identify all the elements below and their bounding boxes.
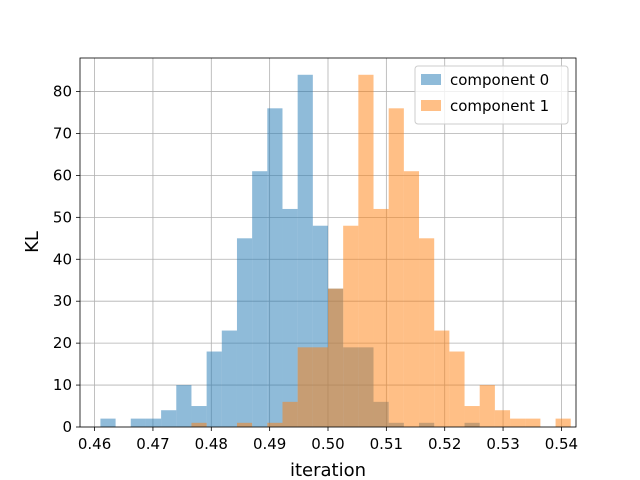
y-tick-label: 40 [53,250,72,268]
bar [464,406,480,427]
bar [161,410,177,427]
x-tick-label: 0.50 [311,435,344,453]
bar [267,422,283,427]
bar [358,74,374,427]
x-tick-label: 0.46 [78,435,111,453]
y-tick-label: 10 [53,376,72,394]
bar [297,74,313,427]
legend-swatch [421,100,441,111]
bar [479,385,495,427]
bar [312,347,328,427]
bar [419,238,435,427]
x-tick-label: 0.51 [370,435,403,453]
bar [388,108,404,428]
x-tick-label: 0.54 [545,435,578,453]
bar [449,351,465,427]
x-tick-label: 0.47 [136,435,169,453]
bar [100,418,116,427]
bar [267,108,283,428]
legend-box [414,65,569,125]
bar [373,208,389,427]
legend-label: component 1 [450,97,549,115]
y-tick-label: 0 [62,418,72,436]
y-axis: 0 10 20 30 40 50 60 70 80 [53,83,80,436]
y-tick-label: 50 [53,208,72,226]
bar [191,422,207,427]
bar [403,171,420,427]
bar [525,418,541,427]
legend-label: component 0 [450,71,549,89]
bars [100,74,571,428]
y-tick-label: 60 [53,166,72,184]
y-tick-label: 30 [53,292,72,310]
bar [343,225,359,427]
y-tick-label: 20 [53,334,72,352]
bar [252,171,268,427]
bar [206,351,222,427]
x-tick-label: 0.53 [486,435,519,453]
x-tick-label: 0.48 [195,435,228,453]
bar [510,418,526,427]
y-tick-label: 80 [53,83,72,101]
bar [236,422,253,427]
bar [176,385,192,427]
bar [221,330,237,427]
x-tick-label: 0.49 [253,435,286,453]
bar [297,347,313,427]
bar [434,330,450,427]
bar [191,406,207,427]
x-tick-label: 0.52 [428,435,461,453]
x-axis-title: iteration [290,460,366,480]
bar [555,418,571,427]
bar [145,418,162,427]
bar [236,238,253,427]
bar [282,401,298,427]
bar [282,208,298,427]
x-axis: 0.46 0.47 0.48 0.49 0.50 0.51 0.52 0.53 0.54 [78,427,578,453]
bar [494,410,511,427]
series-1-bars [191,74,571,428]
legend-swatch [421,74,441,85]
legend: component 0 component 1 [414,65,569,125]
y-axis-title: KL [22,231,43,253]
y-tick-label: 70 [53,124,72,142]
bar [130,418,146,427]
bar [328,288,344,427]
